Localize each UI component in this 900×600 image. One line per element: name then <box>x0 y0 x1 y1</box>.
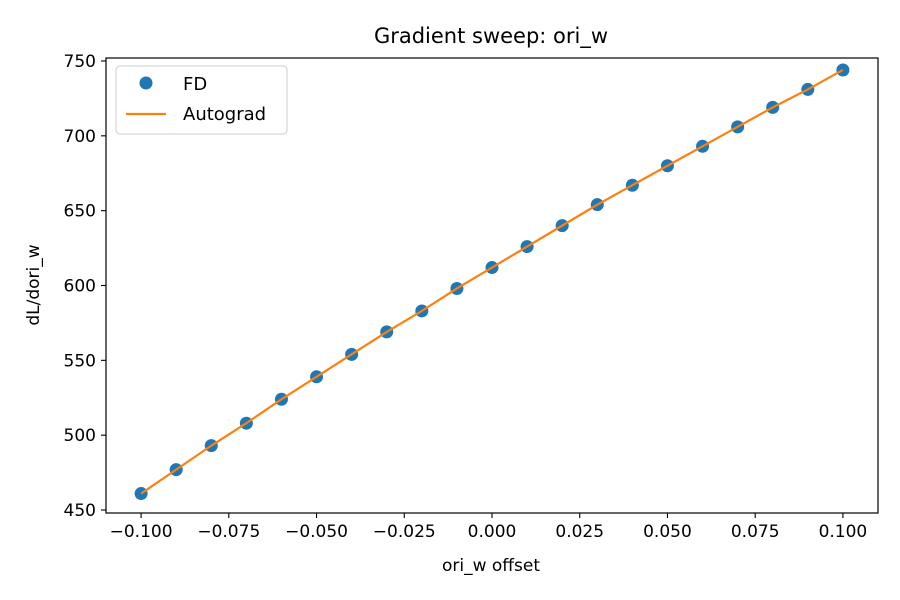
legend-autograd-label: Autograd <box>183 104 266 125</box>
legend-fd-label: FD <box>183 74 207 95</box>
y-axis: 450 500 550 600 650 700 750 <box>64 52 106 521</box>
legend-fd-marker <box>139 76 153 90</box>
y-tick-label: 700 <box>64 127 96 147</box>
x-axis-label: ori_w offset <box>442 556 540 576</box>
chart-title: Gradient sweep: ori_w <box>374 24 608 49</box>
legend: FD Autograd <box>115 65 288 135</box>
plot-area <box>134 63 850 501</box>
x-tick-label: 0.025 <box>555 522 604 542</box>
x-tick-label: 0.100 <box>819 522 868 542</box>
y-tick-label: 600 <box>64 277 96 297</box>
y-tick-label: 450 <box>64 501 96 521</box>
y-tick-label: 650 <box>64 202 96 222</box>
y-tick-label: 500 <box>64 426 96 446</box>
x-tick-label: 0.000 <box>468 522 517 542</box>
x-tick-label: 0.050 <box>643 522 692 542</box>
y-axis-label: dL/dori_w <box>24 244 44 325</box>
y-tick-label: 750 <box>64 52 96 72</box>
autograd-line <box>140 69 844 495</box>
x-tick-label: 0.075 <box>731 522 780 542</box>
x-tick-label: −0.075 <box>197 522 260 542</box>
fd-point <box>134 487 148 501</box>
x-tick-label: −0.050 <box>285 522 348 542</box>
x-tick-label: −0.100 <box>110 522 173 542</box>
legend-box <box>115 65 288 135</box>
y-tick-label: 550 <box>64 351 96 371</box>
x-axis: −0.100 −0.075 −0.050 −0.025 0.000 0.025 0.050 0… <box>110 513 868 542</box>
x-tick-label: −0.025 <box>373 522 436 542</box>
